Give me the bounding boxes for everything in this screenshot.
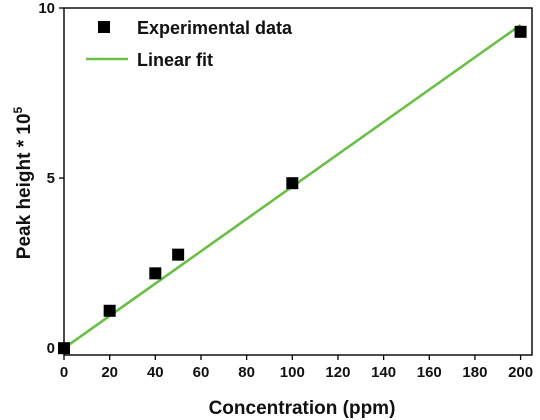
x-tick-label: 60 [193,364,210,381]
data-point [514,25,527,38]
legend-marker-experimental [98,21,110,33]
x-tick-label: 180 [462,364,487,381]
y-tick-label: 10 [38,0,55,17]
x-axis-title: Concentration (ppm) [209,398,396,419]
data-point [149,267,162,280]
y-tick-label: 5 [47,170,55,187]
plot-frame [63,7,533,356]
x-tick-label: 120 [325,364,350,381]
y-axis-title-group: Peak height * 105 [11,106,35,259]
x-tick-label: 200 [508,364,533,381]
legend-label-experimental: Experimental data [137,18,293,38]
y-tick-label: 0 [47,340,55,357]
x-tick-label: 160 [417,364,442,381]
legend: Experimental data Linear fit [86,18,293,70]
plot-border [63,7,533,356]
ticks-layer: 0 20 40 60 80 100 120 140 160 180 200 0 5 10 [38,0,533,381]
y-axis-title-superscript: 5 [11,106,25,113]
y-axis-title-main: Peak height * 10 [14,113,35,259]
x-tick-label: 100 [280,364,305,381]
legend-label-fit: Linear fit [137,50,213,70]
y-axis-title: Peak height * 105 [11,106,35,259]
data-point [286,177,299,190]
data-point [172,248,185,261]
x-tick-label: 20 [101,364,118,381]
x-tick-label: 0 [60,364,68,381]
x-tick-label: 80 [238,364,255,381]
x-tick-label: 140 [371,364,396,381]
data-points-layer [58,25,527,355]
data-point [103,304,116,317]
x-tick-label: 40 [147,364,164,381]
